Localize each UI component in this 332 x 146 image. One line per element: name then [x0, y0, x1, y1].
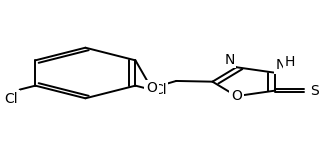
Text: H: H	[285, 55, 295, 69]
Text: O: O	[231, 89, 242, 103]
Text: Cl: Cl	[4, 92, 18, 106]
Text: S: S	[310, 84, 319, 98]
Text: N: N	[224, 53, 235, 67]
Text: N: N	[276, 58, 286, 72]
Text: Cl: Cl	[153, 83, 166, 97]
Text: O: O	[146, 81, 157, 95]
